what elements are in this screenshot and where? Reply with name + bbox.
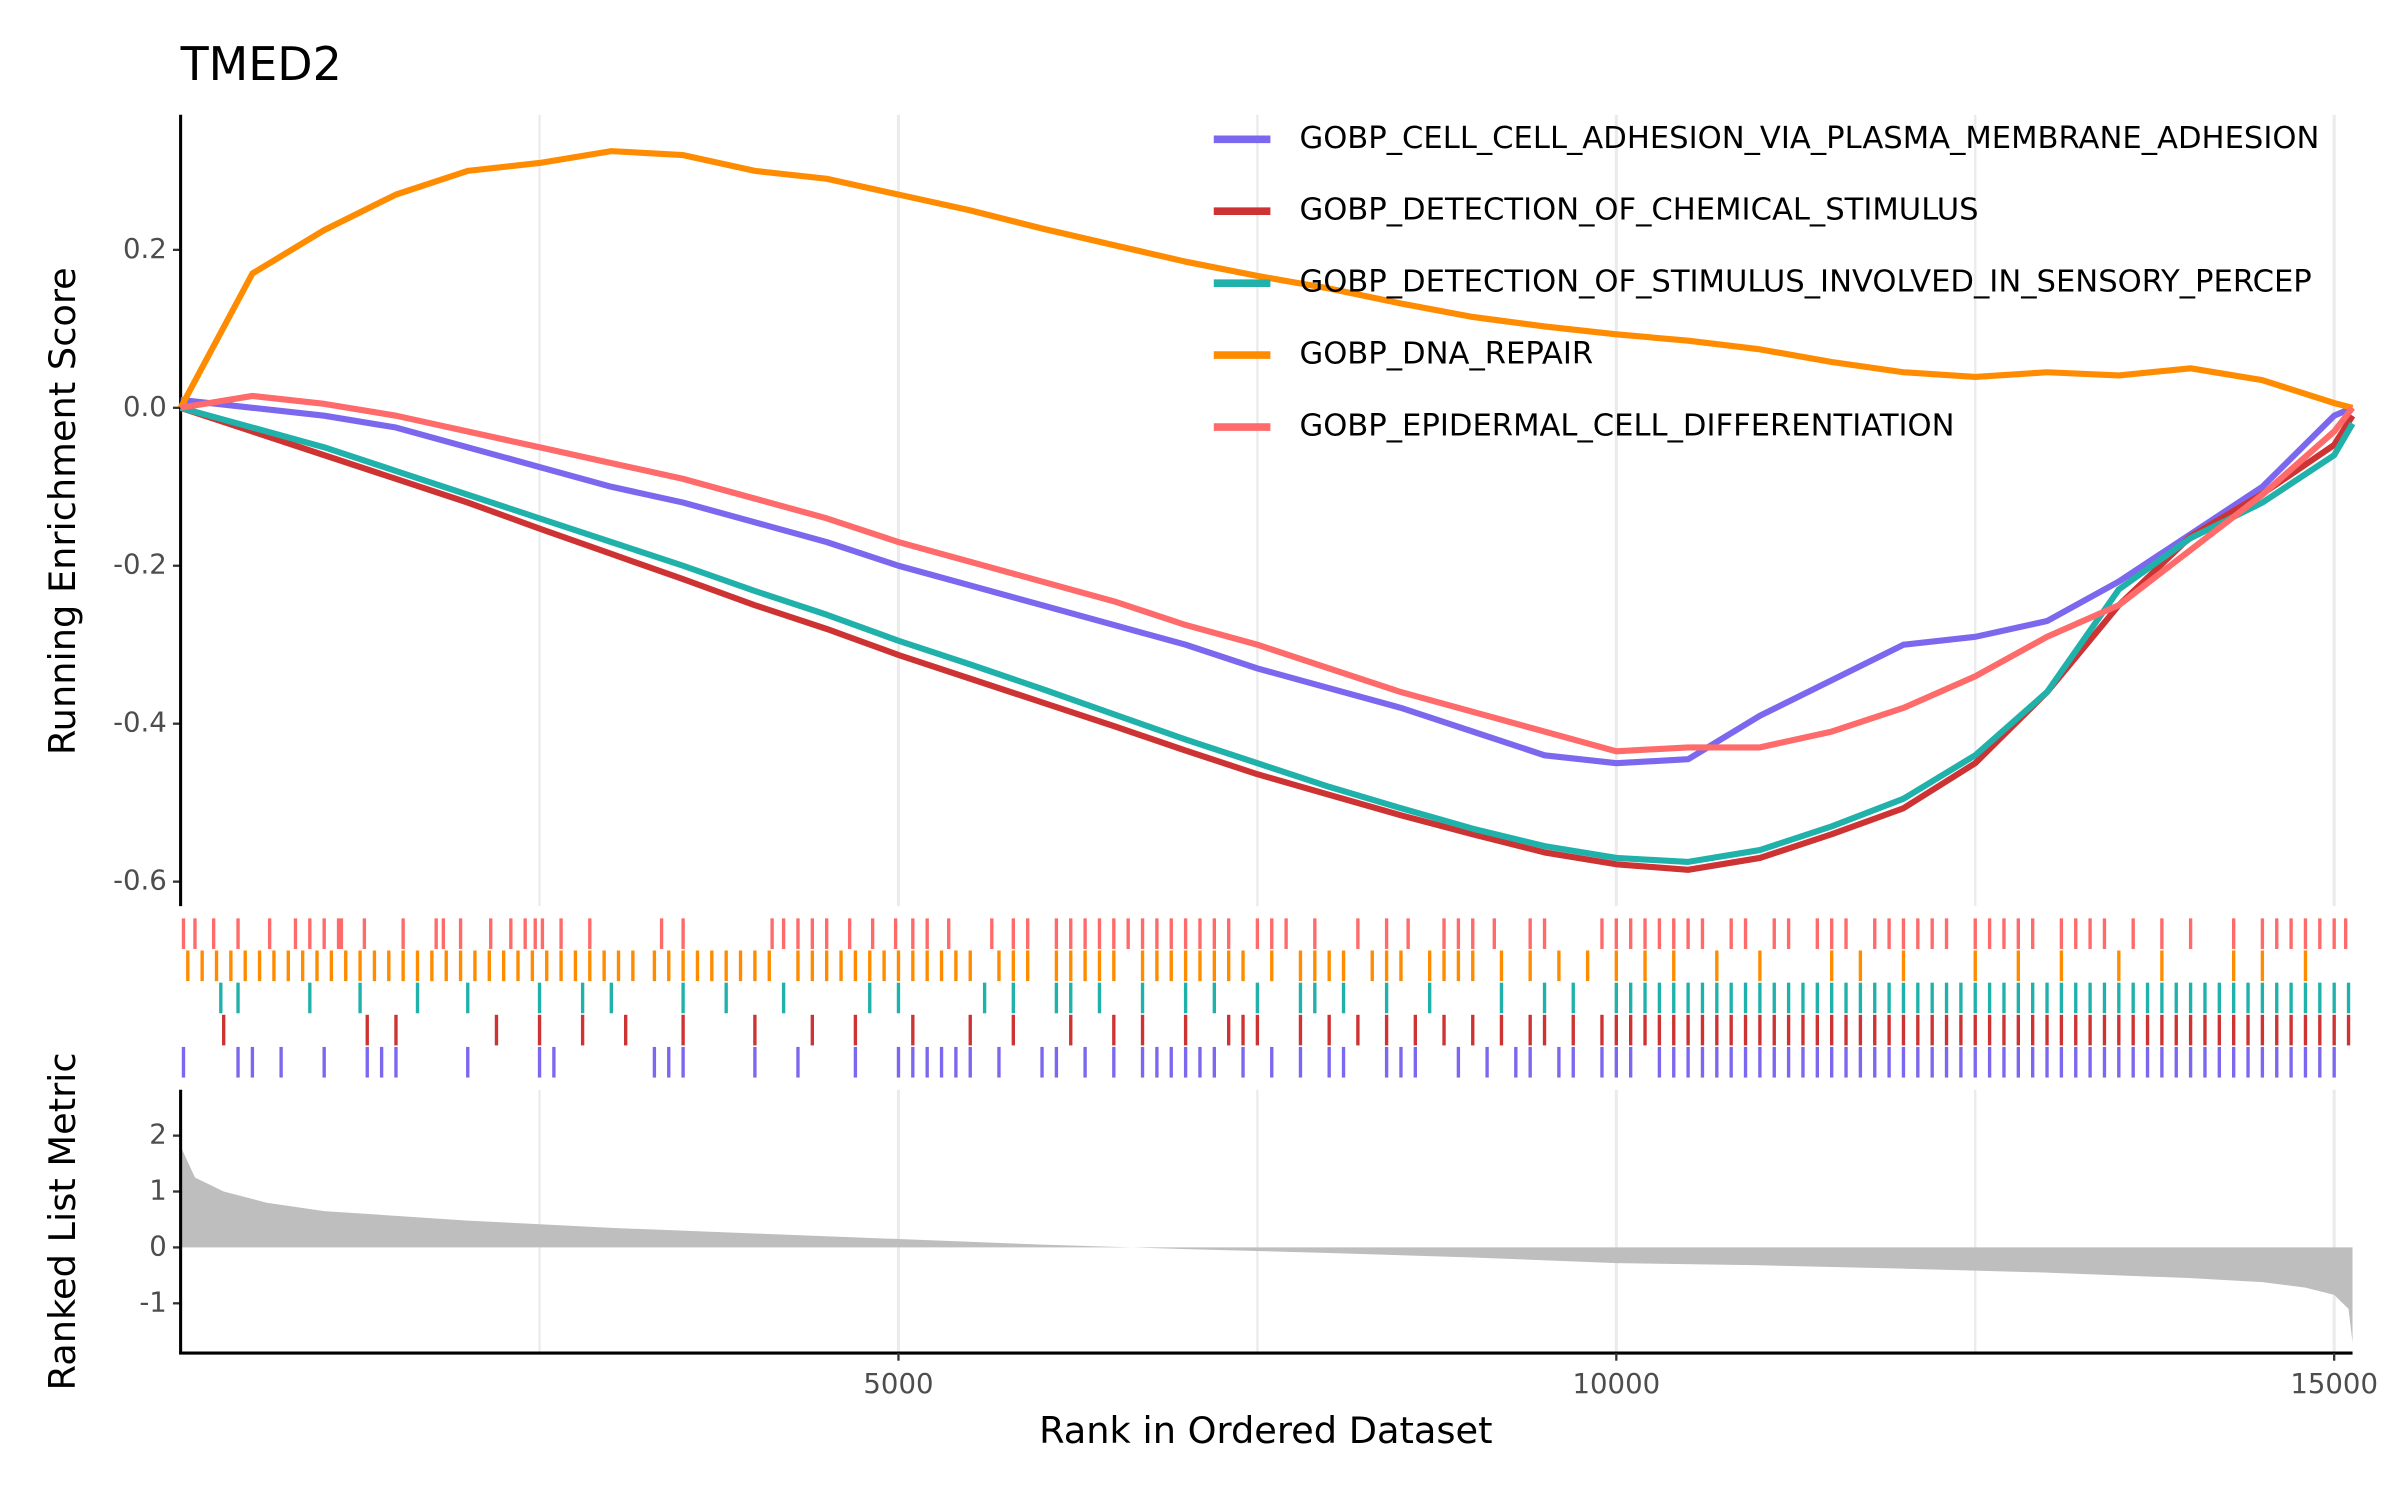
legend-label: GOBP_EPIDERMAL_CELL_DIFFERENTIATION bbox=[1299, 409, 1954, 444]
legend-label: GOBP_CELL_CELL_ADHESION_VIA_PLASMA_MEMBR… bbox=[1299, 121, 2319, 156]
y-tick-label: -0.2 bbox=[113, 549, 167, 581]
x-tick-label: 5000 bbox=[863, 1368, 933, 1400]
legend-label: GOBP_DETECTION_OF_CHEMICAL_STIMULUS bbox=[1299, 193, 1978, 228]
y-tick-label: 0 bbox=[149, 1230, 167, 1262]
y-tick-label: -0.6 bbox=[113, 865, 167, 897]
y-tick-label: 0.0 bbox=[123, 391, 167, 423]
x-tick-label: 10000 bbox=[1572, 1368, 1660, 1400]
metric-axis-label: Ranked List Metric bbox=[41, 1052, 84, 1390]
y-tick-label: 2 bbox=[149, 1119, 167, 1151]
x-tick-label: 15000 bbox=[2290, 1368, 2378, 1400]
y-axis-label: Running Enrichment Score bbox=[41, 267, 84, 755]
legend-label: GOBP_DNA_REPAIR bbox=[1299, 337, 1593, 372]
x-axis-label: Rank in Ordered Dataset bbox=[1039, 1409, 1492, 1452]
metric-area bbox=[180, 1146, 2353, 1343]
y-tick-label: -0.4 bbox=[113, 707, 167, 739]
chart-title: TMED2 bbox=[180, 37, 342, 91]
enrichment-line bbox=[177, 148, 2354, 411]
y-tick-label: 0.2 bbox=[123, 233, 167, 265]
y-tick-label: -1 bbox=[139, 1286, 166, 1318]
enrichment-line bbox=[180, 392, 2355, 755]
enrichment-line bbox=[180, 396, 2354, 767]
legend-label: GOBP_DETECTION_OF_STIMULUS_INVOLVED_IN_S… bbox=[1299, 265, 2311, 300]
y-tick-label: 1 bbox=[149, 1175, 167, 1207]
enrichment-line bbox=[179, 404, 2356, 865]
